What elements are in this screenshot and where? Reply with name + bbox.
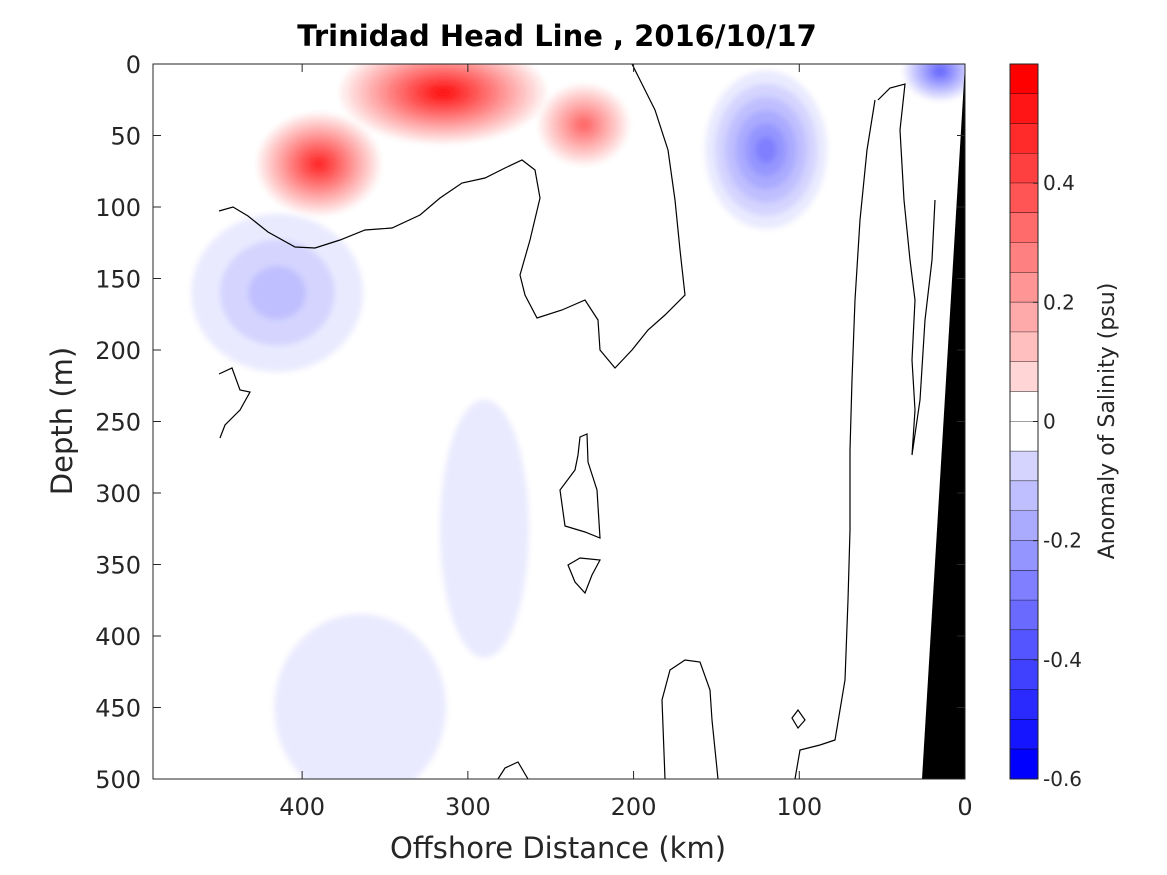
colorbar-tick-label: 0.2 — [1043, 290, 1075, 314]
colorbar-level — [1010, 64, 1038, 94]
chart-title: Trinidad Head Line , 2016/10/17 — [297, 19, 817, 53]
zero-contour-upper — [218, 64, 686, 369]
colorbar-tick-label: -0.6 — [1043, 767, 1082, 791]
zero-contour-deep-offshore — [218, 367, 251, 439]
anomaly-region-4 — [705, 70, 828, 229]
colorbar-level — [1010, 332, 1038, 362]
colorbar-ticks: 0.4 0.2 0 -0.2 -0.4 -0.6 — [1033, 171, 1082, 791]
zero-contour-near-shore — [794, 99, 876, 779]
colorbar-level — [1010, 212, 1038, 243]
zero-contours — [218, 64, 936, 779]
y-axis-label: Depth (m) — [45, 347, 79, 495]
colorbar-level — [1010, 421, 1038, 452]
anomaly-region-3 — [539, 84, 629, 165]
colorbar-level — [1010, 689, 1038, 720]
colorbar-level — [1010, 93, 1038, 124]
anomaly-field — [191, 64, 965, 779]
anomaly-region-6 — [191, 213, 364, 372]
y-tick-label: 450 — [95, 695, 141, 723]
colorbar-level — [1010, 123, 1038, 154]
anomaly-contour-band — [248, 266, 306, 320]
anomaly-region-2 — [257, 113, 380, 215]
zero-contour-bottom-1 — [661, 659, 719, 779]
y-tick-label: 150 — [95, 266, 141, 294]
y-tick-label: 500 — [95, 766, 141, 794]
zero-contour-small-loop — [791, 708, 806, 730]
zero-contour-near-shore-2 — [877, 83, 936, 456]
zero-contour-mid-depth-2 — [567, 557, 601, 595]
anomaly-region-1 — [340, 64, 546, 144]
anomaly-region-5 — [903, 64, 965, 101]
colorbar-level — [1010, 302, 1038, 333]
anomaly-contour-band — [439, 399, 529, 658]
colorbar-level — [1010, 659, 1038, 690]
anomaly-contour-band — [312, 159, 325, 170]
x-axis-label: Offshore Distance (km) — [390, 831, 726, 865]
anomaly-contour-band — [755, 136, 777, 163]
colorbar — [1010, 64, 1038, 780]
anomaly-contour-band — [274, 614, 447, 779]
zero-contour-mid-depth-1 — [559, 433, 601, 539]
x-tick-label: 100 — [776, 793, 822, 821]
colorbar-tick-label: 0.4 — [1043, 171, 1075, 195]
colorbar-level — [1010, 391, 1038, 422]
colorbar-level — [1010, 153, 1038, 184]
y-tick-label: 250 — [95, 409, 141, 437]
colorbar-level — [1010, 540, 1038, 571]
y-tick-label: 100 — [95, 194, 141, 222]
anomaly-contour-band — [577, 119, 591, 131]
bathymetry-seafloor — [922, 64, 965, 779]
colorbar-tick-label: -0.4 — [1043, 648, 1082, 672]
colorbar-level — [1010, 749, 1038, 779]
colorbar-tick-label: 0 — [1043, 410, 1056, 434]
x-tick-label: 0 — [957, 793, 972, 821]
anomaly-region-8 — [274, 614, 447, 779]
x-tick-label: 400 — [279, 793, 325, 821]
y-axis: 0 50 100 150 200 250 300 350 400 450 500 — [95, 51, 965, 794]
y-tick-label: 50 — [110, 123, 141, 151]
colorbar-label: Anomaly of Salinity (psu) — [1095, 283, 1120, 560]
colorbar-level — [1010, 242, 1038, 273]
colorbar-level — [1010, 451, 1038, 482]
colorbar-level — [1010, 272, 1038, 303]
colorbar-level — [1010, 481, 1038, 511]
colorbar-level — [1010, 600, 1038, 631]
x-tick-label: 200 — [611, 793, 657, 821]
colorbar-tick-label: -0.2 — [1043, 529, 1082, 553]
anomaly-contour-band — [433, 88, 453, 98]
colorbar-level — [1010, 361, 1038, 392]
colorbar-level — [1010, 510, 1038, 541]
y-tick-label: 0 — [126, 51, 141, 79]
anomaly-region-7 — [439, 399, 529, 658]
y-tick-label: 300 — [95, 480, 141, 508]
zero-contour-bottom-2 — [497, 761, 529, 779]
colorbar-level — [1010, 570, 1038, 601]
anomaly-contour-band — [934, 66, 946, 76]
y-tick-label: 200 — [95, 337, 141, 365]
y-tick-label: 350 — [95, 552, 141, 580]
x-tick-label: 300 — [445, 793, 491, 821]
colorbar-level — [1010, 183, 1038, 213]
y-tick-label: 400 — [95, 623, 141, 651]
colorbar-level — [1010, 630, 1038, 660]
x-axis: 400 300 200 100 0 — [279, 64, 973, 821]
colorbar-level — [1010, 719, 1038, 750]
